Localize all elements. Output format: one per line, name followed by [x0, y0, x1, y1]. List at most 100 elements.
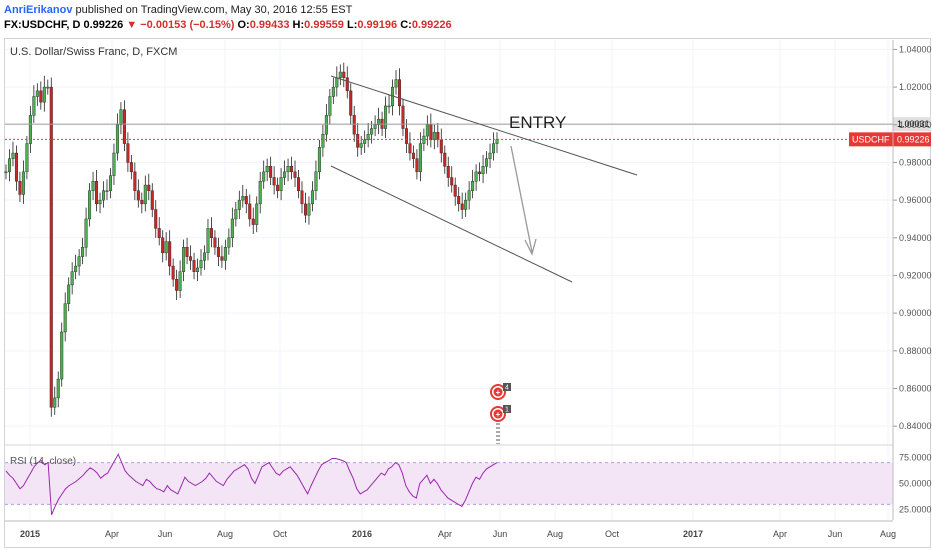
candle-body	[335, 77, 339, 88]
ohlc-line: FX:USDCHF, D 0.99226 ▼ −0.00153 (−0.15%)…	[4, 19, 452, 31]
candle-body	[356, 133, 360, 148]
candle-body	[408, 143, 412, 154]
candle-body	[122, 109, 126, 144]
candle-body	[425, 124, 429, 137]
candle-body	[331, 86, 335, 97]
symbol-price-tag-text: 0.99226	[897, 134, 930, 144]
candle-body	[394, 79, 398, 88]
candle-body	[178, 271, 182, 291]
candle-body	[53, 397, 57, 408]
symbol-label: FX:USDCHF, D	[4, 19, 81, 31]
rsi-label: RSI (14, close)	[10, 456, 77, 467]
candle-body	[418, 143, 422, 173]
candle-body	[314, 171, 318, 191]
candle-body	[150, 190, 154, 210]
candle-body	[98, 199, 102, 205]
candle-body	[119, 109, 123, 125]
rsi-panel	[5, 453, 893, 515]
candle-body	[213, 237, 217, 248]
publish-line: AnriErikanov published on TradingView.co…	[4, 4, 352, 16]
candle-body	[46, 86, 50, 89]
candle-body	[14, 152, 18, 182]
trendline-lower	[330, 165, 573, 283]
candle-body	[4, 171, 8, 174]
candle-body	[129, 162, 133, 173]
candle-body	[216, 247, 220, 257]
candle-body	[171, 265, 175, 280]
candle-body	[324, 115, 328, 135]
candle-body	[147, 184, 151, 191]
price-tick-label-3: 0.98000	[899, 157, 932, 167]
candle-body	[60, 331, 64, 380]
price-tick-label-2: 1.00000	[899, 120, 932, 130]
time-tick-label-13: Aug	[880, 529, 896, 539]
candle-body	[478, 171, 482, 174]
candle-body	[432, 132, 436, 141]
candle-body	[363, 139, 367, 144]
candle-body	[467, 190, 471, 201]
symbol-price-tag	[893, 132, 931, 147]
candle-body	[387, 105, 391, 108]
candle-body	[105, 190, 109, 192]
candle-body	[453, 184, 457, 197]
candle-body	[7, 158, 11, 173]
candle-body	[251, 218, 255, 225]
candle-body	[206, 228, 210, 254]
candle-body	[84, 218, 88, 248]
candle-body	[488, 152, 492, 159]
candle-body	[436, 132, 440, 141]
candle-body	[108, 175, 112, 191]
candle-body	[290, 166, 294, 173]
candle-body	[237, 199, 241, 210]
open-value: 0.99433	[249, 19, 290, 31]
candle-body	[328, 96, 332, 116]
event-marker-1: +1	[490, 405, 511, 422]
candle-body	[136, 190, 140, 201]
time-tick-label-12: Jun	[828, 529, 843, 539]
candle-body	[265, 166, 269, 173]
candle-body	[345, 77, 349, 92]
candle-body	[192, 260, 196, 272]
candle-body	[474, 171, 478, 182]
candle-body	[492, 143, 496, 154]
time-tick-label-7: Jun	[493, 529, 508, 539]
candle-body	[349, 90, 353, 116]
time-tick-label-8: Aug	[547, 529, 563, 539]
rsi-tick-label-1: 50.0000	[899, 479, 932, 489]
candle-body	[446, 166, 450, 178]
arrow-head	[524, 238, 537, 256]
candle-body	[230, 218, 234, 238]
candle-body	[21, 171, 25, 195]
candle-body	[182, 247, 186, 272]
candle-body	[293, 171, 297, 178]
candle-body	[168, 241, 172, 267]
last-price: 0.99226	[83, 19, 124, 31]
candle-body	[377, 118, 381, 125]
candle-body	[415, 158, 419, 173]
low-value: 0.99196	[357, 19, 398, 31]
entry-price-tag	[893, 117, 931, 132]
price-tick-label-6: 0.92000	[899, 270, 932, 280]
candle-body	[91, 181, 95, 191]
candle-body	[157, 228, 161, 238]
published-text: published on TradingView.com, May 30, 20…	[75, 4, 353, 16]
price-tick-label-9: 0.86000	[899, 383, 932, 393]
candle-body	[404, 128, 408, 144]
candle-body	[269, 166, 273, 178]
candle-body	[303, 203, 307, 216]
candle-body	[56, 378, 60, 399]
entry-price-tag-text: 1.00031	[897, 119, 930, 129]
candle-body	[175, 279, 179, 291]
candle-body	[189, 256, 193, 261]
candle-body	[202, 252, 206, 261]
time-tick-label-2: Jun	[158, 529, 173, 539]
close-value: 0.99226	[411, 19, 452, 31]
chart-header: AnriErikanov published on TradingView.co…	[0, 0, 932, 34]
candle-body	[401, 105, 405, 129]
candle-body	[307, 203, 311, 216]
event-count-text: 4	[505, 385, 509, 392]
candle-body	[112, 152, 116, 176]
candle-body	[411, 152, 415, 159]
author-link[interactable]: AnriErikanov	[4, 4, 73, 16]
